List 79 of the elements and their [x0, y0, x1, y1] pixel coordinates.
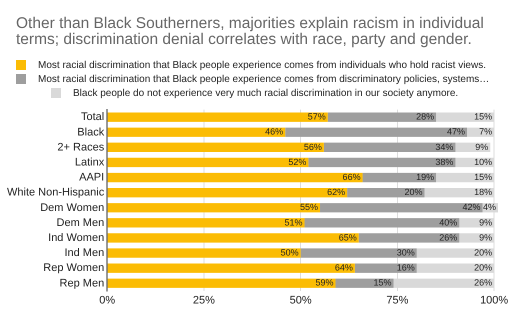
data-label: 28%	[416, 112, 434, 122]
data-label: 10%	[474, 156, 492, 167]
y-tick-label: Rep Women	[43, 262, 104, 274]
bar	[108, 203, 320, 212]
data-label: 65%	[338, 232, 357, 242]
y-tick-label: Dem Men	[56, 216, 104, 229]
bar	[354, 263, 417, 273]
y-tick-label: Total	[80, 111, 104, 124]
data-label: 26%	[439, 232, 458, 242]
bar	[324, 142, 456, 152]
y-tick-label: 2+ Races	[57, 141, 105, 154]
bar	[108, 233, 359, 243]
data-label: 15%	[474, 172, 492, 182]
data-label: 26%	[474, 278, 492, 288]
data-label: 55%	[300, 202, 318, 212]
data-label: 9%	[479, 217, 492, 228]
data-label: 46%	[265, 126, 284, 137]
y-tick-label: Ind Men	[64, 247, 104, 260]
x-tick-label: 75%	[386, 294, 409, 306]
data-label: 9%	[479, 232, 492, 242]
data-label: 16%	[396, 262, 415, 273]
data-label: 38%	[435, 156, 454, 167]
bar	[108, 172, 363, 182]
bar	[108, 218, 305, 228]
x-tick-label: 0%	[99, 294, 116, 306]
y-tick-label: Rep Men	[60, 277, 104, 290]
bar	[108, 188, 348, 198]
x-tick-label: 100%	[480, 294, 508, 306]
data-label: 40%	[439, 217, 458, 228]
data-label: 4%	[482, 202, 496, 212]
data-label: 19%	[416, 172, 434, 182]
x-tick-label: 50%	[290, 294, 312, 306]
data-label: 50%	[280, 248, 299, 258]
bar	[108, 142, 324, 152]
data-label: 30%	[396, 248, 415, 258]
data-label: 9%	[475, 142, 488, 152]
data-label: 52%	[288, 156, 306, 167]
bar	[328, 112, 436, 122]
legend-label: Black people do not experience very much racial discrimination in our society anymore.	[73, 88, 458, 98]
bar	[347, 188, 424, 198]
bar	[108, 158, 308, 168]
data-label: 20%	[474, 248, 492, 258]
bar	[108, 263, 355, 273]
data-label: 66%	[342, 172, 361, 182]
data-label: 64%	[334, 262, 353, 273]
bar	[108, 248, 301, 258]
data-label: 51%	[284, 217, 303, 228]
bar	[335, 278, 394, 288]
data-label: 20%	[404, 187, 422, 198]
data-label: 15%	[374, 278, 392, 288]
y-tick-label: Dem Women	[40, 202, 104, 214]
bar	[108, 128, 286, 137]
x-tick-label: 25%	[192, 294, 216, 306]
bar	[108, 112, 328, 122]
bar	[308, 158, 456, 168]
y-tick-label: White Non-Hispanic	[7, 186, 105, 199]
y-tick-label: Ind Women	[48, 232, 104, 244]
bar	[108, 278, 336, 288]
data-label: 47%	[447, 126, 466, 137]
y-tick-label: Latinx	[74, 156, 105, 168]
data-label: 15%	[474, 112, 492, 122]
data-label: 57%	[308, 112, 326, 122]
data-label: 7%	[479, 126, 492, 137]
y-tick-label: Black	[77, 126, 105, 138]
bar	[304, 218, 460, 228]
data-label: 34%	[435, 142, 454, 152]
legend-label: Most racial discrimination that Black people experience comes from individuals who hold racist views.	[38, 60, 486, 70]
data-label: 20%	[474, 262, 492, 273]
y-tick-label: AAPI	[79, 172, 104, 184]
bar	[320, 203, 483, 212]
data-label: 42%	[462, 202, 481, 212]
bar	[285, 128, 468, 137]
data-label: 62%	[327, 187, 346, 198]
data-label: 56%	[304, 142, 322, 152]
chart-title: Other than Black Southerners, majorities explain racism in individual terms; discrimination denial correlates with race, party and gender.	[16, 15, 485, 48]
bar	[300, 248, 417, 258]
legend-label: Most racial discrimination that Black people experience comes from discriminatory policies, systems…	[38, 74, 490, 84]
data-label: 18%	[474, 187, 492, 198]
data-label: 59%	[315, 278, 334, 288]
